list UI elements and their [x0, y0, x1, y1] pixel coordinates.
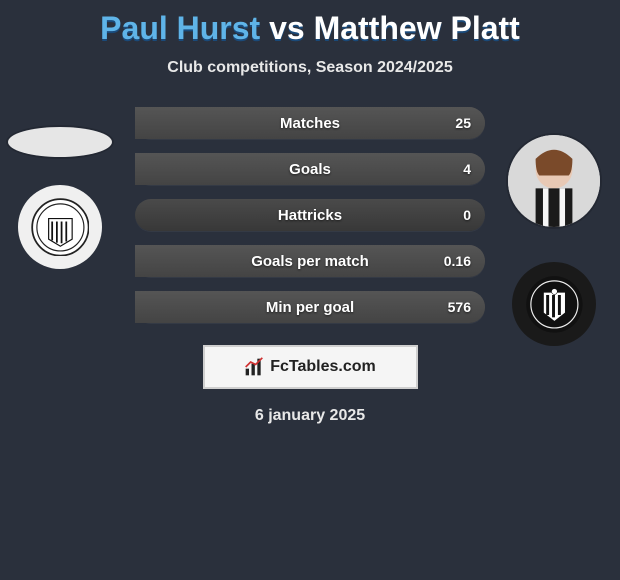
stat-label: Goals per match [135, 253, 485, 270]
stat-label: Min per goal [135, 299, 485, 316]
stat-value-p2: 0.16 [444, 253, 471, 269]
brand-box: FcTables.com [203, 345, 418, 389]
vs-text: vs [269, 10, 305, 46]
date-text: 6 january 2025 [0, 407, 620, 425]
comparison-arena: Matches25 Goals4 Hattricks0 Goals per match… [0, 107, 620, 323]
stat-bar: Min per goal576 [135, 291, 485, 323]
stat-label: Matches [135, 115, 485, 132]
subtitle: Club competitions, Season 2024/2025 [0, 59, 620, 77]
player2-club-badge [512, 262, 596, 346]
stat-value-p2: 576 [448, 299, 471, 315]
stat-bar: Goals4 [135, 153, 485, 185]
stat-value-p2: 0 [463, 207, 471, 223]
brand-text: FcTables.com [270, 358, 376, 376]
stat-bar: Matches25 [135, 107, 485, 139]
player1-name: Paul Hurst [100, 10, 260, 46]
player2-name: Matthew Platt [314, 10, 520, 46]
player2-avatar [508, 135, 600, 227]
comparison-title: Paul Hurst vs Matthew Platt [0, 0, 620, 47]
stat-bar: Hattricks0 [135, 199, 485, 231]
bar-chart-icon [244, 357, 264, 377]
stat-value-p2: 25 [455, 115, 471, 131]
stat-label: Hattricks [135, 207, 485, 224]
player1-club-badge [18, 185, 102, 269]
stat-bars: Matches25 Goals4 Hattricks0 Goals per match… [135, 107, 485, 323]
stat-value-p2: 4 [463, 161, 471, 177]
player1-avatar [8, 127, 112, 157]
stat-bar: Goals per match0.16 [135, 245, 485, 277]
stat-label: Goals [135, 161, 485, 178]
